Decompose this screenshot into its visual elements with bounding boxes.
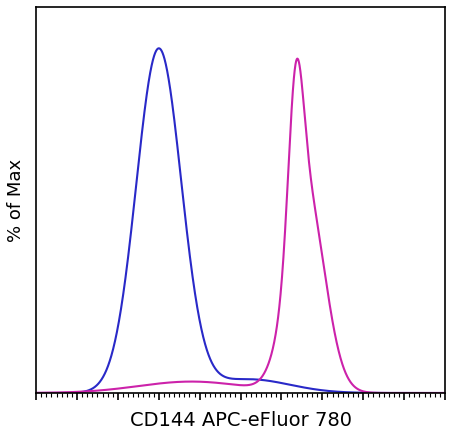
Y-axis label: % of Max: % of Max <box>7 158 25 242</box>
X-axis label: CD144 APC-eFluor 780: CD144 APC-eFluor 780 <box>129 411 351 430</box>
